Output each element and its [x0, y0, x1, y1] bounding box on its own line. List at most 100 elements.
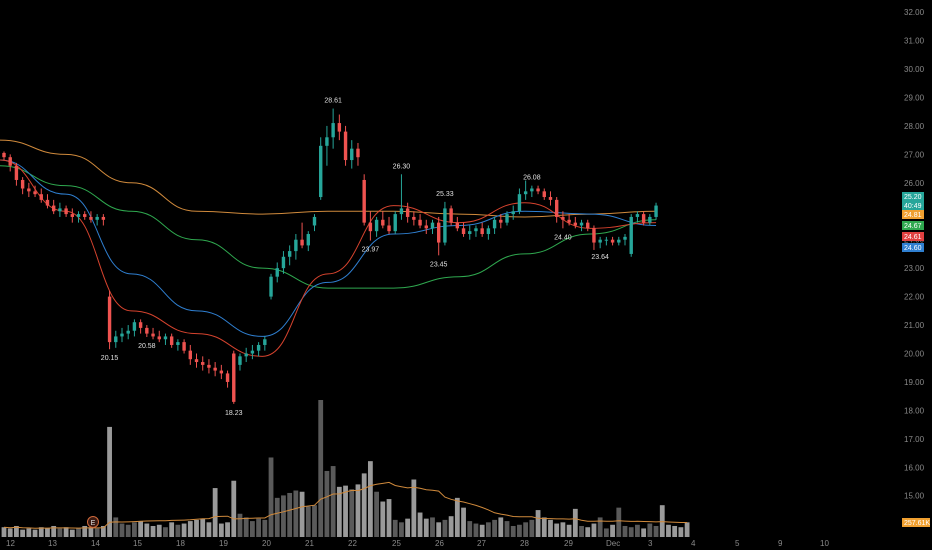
candle — [610, 236, 615, 246]
candle-body — [561, 216, 565, 220]
candle — [76, 211, 81, 223]
candle — [238, 353, 242, 371]
candle-body — [381, 219, 385, 226]
candle — [554, 197, 559, 223]
x-tick-label: 20 — [262, 539, 271, 548]
candle — [256, 342, 261, 357]
candle — [95, 214, 99, 226]
volume-bar — [666, 524, 671, 537]
volume-bar — [635, 524, 640, 537]
x-tick-label: 15 — [133, 539, 142, 548]
candle — [2, 151, 6, 161]
candle-body — [256, 344, 261, 351]
volume-bar — [218, 523, 224, 537]
volume-average-line — [3, 481, 688, 529]
volume-bar — [473, 523, 479, 537]
y-tick-label: 31.00 — [904, 37, 925, 46]
candle-body — [331, 123, 335, 138]
candle — [120, 327, 124, 343]
candle-body — [468, 231, 472, 235]
price-tag-text: 24.81 — [904, 212, 922, 219]
candle-body — [567, 219, 571, 223]
candle-body — [517, 194, 522, 212]
candle — [70, 208, 75, 223]
y-tick-label: 30.00 — [904, 65, 925, 74]
volume-bar — [529, 519, 535, 537]
volume-bar — [281, 495, 286, 537]
candle-body — [182, 342, 186, 351]
candle-body — [654, 205, 658, 217]
volume-bar — [57, 528, 63, 537]
price-tag-text: 25.20 — [904, 194, 922, 201]
volume-bar — [88, 527, 94, 537]
y-tick-label: 20.00 — [904, 350, 925, 359]
candle-body — [145, 327, 149, 334]
volume-bar — [156, 524, 162, 537]
candle-body — [151, 333, 155, 337]
candle — [629, 214, 633, 257]
price-annotation: 23.64 — [591, 254, 609, 261]
volume-bar — [454, 497, 460, 537]
y-tick-label: 29.00 — [904, 93, 925, 102]
volume-bar — [628, 527, 634, 537]
candle-body — [27, 188, 31, 192]
candle-body — [8, 157, 12, 166]
candle-body — [573, 222, 578, 226]
y-tick-label: 15.00 — [904, 492, 925, 501]
volume-bar — [399, 522, 404, 537]
volume-bar — [579, 525, 584, 537]
candle — [430, 219, 435, 235]
candle — [306, 231, 310, 252]
x-tick-label: 25 — [392, 539, 401, 548]
earnings-marker[interactable]: E — [87, 516, 99, 528]
candle — [294, 234, 298, 260]
candle — [592, 225, 596, 250]
candle-body — [368, 222, 373, 232]
candle — [437, 216, 441, 256]
volume-bar — [212, 488, 218, 537]
x-tick-label: 9 — [778, 539, 783, 548]
time-axis[interactable]: 12 13 14 15 18 19 20 21 22 25 26 27 28 29 Dec 3 4 5 9 10 — [6, 539, 829, 548]
candle-body — [33, 191, 37, 195]
volume-bar — [287, 492, 293, 537]
candle-body — [623, 236, 627, 240]
x-tick-label: 13 — [48, 539, 57, 548]
candle — [194, 353, 199, 368]
x-tick-label: 18 — [176, 539, 185, 548]
candle-body — [356, 148, 360, 158]
candle-body — [325, 137, 329, 146]
volume-bar — [144, 523, 150, 537]
price-tag-box — [902, 232, 924, 241]
moving-average-layer — [0, 139, 657, 357]
candle — [648, 214, 652, 226]
candle — [114, 330, 118, 348]
volume-bar — [436, 522, 442, 537]
candle — [598, 236, 602, 249]
volume-bar — [330, 466, 336, 537]
candle-body — [542, 191, 546, 198]
y-tick-label: 32.00 — [904, 8, 925, 17]
candle-body — [232, 353, 236, 402]
volume-bar — [461, 507, 466, 537]
y-tick-label: 28.00 — [904, 122, 925, 131]
volume-bar — [405, 518, 411, 537]
volume-bar — [293, 490, 299, 537]
volume-bar — [392, 519, 398, 537]
candle — [530, 185, 534, 198]
candle-body — [2, 152, 6, 158]
volume-bar — [262, 519, 268, 537]
candle-body — [20, 179, 25, 189]
volume-bar — [336, 486, 342, 537]
candle — [132, 319, 137, 337]
candle-body — [163, 336, 168, 340]
volume-bar — [119, 523, 125, 537]
candle-body — [89, 216, 93, 220]
candle-body — [132, 322, 137, 331]
price-tag: 25.20 — [902, 192, 924, 201]
moving-average-line — [0, 159, 657, 337]
candle-body — [219, 370, 224, 374]
candle — [312, 214, 317, 232]
price-tag-text: 40:49 — [904, 203, 922, 210]
candle-body — [263, 339, 267, 345]
